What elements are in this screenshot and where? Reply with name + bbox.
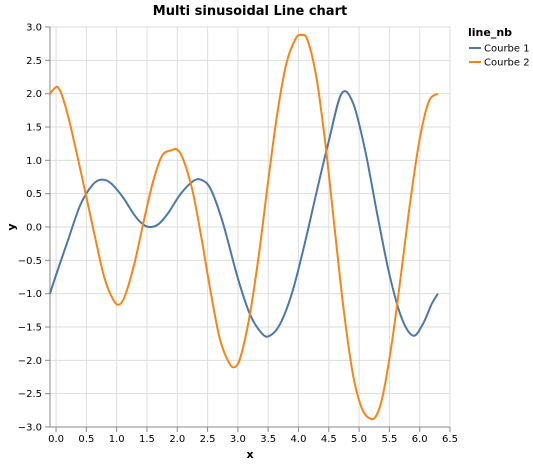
- y-tick-label: −2.0: [18, 356, 42, 367]
- y-tick-label: 0.0: [26, 223, 42, 234]
- legend: line_nb Courbe 1 Courbe 2: [468, 26, 530, 69]
- y-tick-label: −2.5: [18, 389, 42, 400]
- y-ticks: 3.0 2.5 2.0 1.5 1.0 0.5 0.0 −0.5 −1.0 −1.5 −2.0 −2.…: [18, 23, 50, 434]
- grid-y: [50, 26, 450, 428]
- x-axis-title: x: [246, 448, 253, 461]
- y-tick-label: −1.0: [18, 289, 42, 300]
- x-tick-label: 0.0: [48, 434, 64, 445]
- chart-title: Multi sinusoidal Line chart: [153, 4, 347, 19]
- x-tick-label: 4.5: [321, 434, 337, 445]
- series-group: [49, 33, 439, 421]
- y-tick-label: 2.0: [26, 89, 42, 100]
- x-tick-label: 2.0: [169, 434, 185, 445]
- y-tick-label: −1.5: [18, 323, 42, 334]
- x-tick-label: 4.0: [291, 434, 307, 445]
- x-tick-label: 5.5: [381, 434, 397, 445]
- y-tick-label: −3.0: [18, 423, 42, 434]
- y-tick-label: −0.5: [18, 256, 42, 267]
- y-tick-label: 2.5: [26, 56, 42, 67]
- x-tick-label: 2.5: [200, 434, 216, 445]
- x-tick-label: 1.0: [109, 434, 125, 445]
- x-tick-label: 3.0: [230, 434, 246, 445]
- x-tick-label: 5.0: [351, 434, 367, 445]
- x-tick-label: 0.5: [78, 434, 94, 445]
- y-tick-label: 3.0: [26, 23, 42, 34]
- legend-title: line_nb: [468, 26, 512, 39]
- series-line-courbe-1: [49, 90, 439, 338]
- legend-label-courbe-1: Courbe 1: [484, 44, 530, 55]
- x-tick-label: 6.5: [442, 434, 458, 445]
- y-tick-label: 1.5: [26, 123, 42, 134]
- y-tick-label: 0.5: [26, 189, 42, 200]
- legend-label-courbe-2: Courbe 2: [484, 58, 530, 69]
- x-ticks: 0.0 0.5 1.0 1.5 2.0 2.5 3.0 3.5 4.0 4.5 5.0 5.5 6.0 6…: [48, 427, 458, 445]
- series-line-courbe-2: [49, 33, 439, 421]
- y-axis-title: y: [5, 223, 18, 230]
- x-tick-label: 3.5: [260, 434, 276, 445]
- x-tick-label: 1.5: [139, 434, 155, 445]
- y-tick-label: 1.0: [26, 156, 42, 167]
- x-tick-label: 6.0: [412, 434, 428, 445]
